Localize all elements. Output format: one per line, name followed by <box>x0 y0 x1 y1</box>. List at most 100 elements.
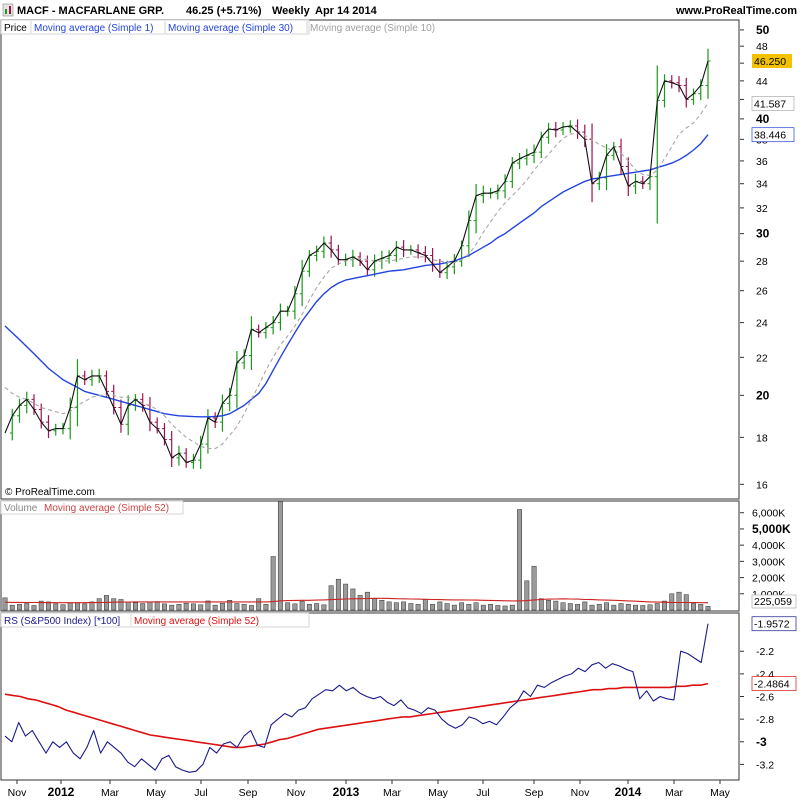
volume-bar <box>147 601 153 611</box>
volume-bar <box>408 603 414 611</box>
time-axis-label: Nov <box>571 787 590 799</box>
volume-bar <box>640 605 646 611</box>
volume-bar <box>263 604 269 611</box>
time-axis-label: Mar <box>383 787 402 799</box>
rs-ma-value-label: -2.4864 <box>754 679 790 691</box>
volume-bar <box>393 602 399 611</box>
volume-axis-label: 3,000K <box>752 556 785 568</box>
volume-bar <box>705 606 711 611</box>
price-axis-label: 28 <box>756 256 768 268</box>
rs-axis: -2.2-2.4-2.6-2.8-3-3.2-1.9572-2.4864 <box>740 616 797 771</box>
volume-bar <box>335 578 341 611</box>
volume-bar <box>691 603 696 611</box>
rs-value-label: -1.9572 <box>754 619 790 631</box>
volume-bar <box>285 602 291 611</box>
volume-bar <box>183 602 189 611</box>
price-axis-label: 40 <box>756 112 770 126</box>
time-axis-label: May <box>146 787 167 799</box>
price-axis: 16182022242628303234363840424446485046.2… <box>740 23 795 491</box>
volume-bar <box>75 602 80 611</box>
volume-bar <box>415 604 421 611</box>
rs-ma-value-badge <box>751 676 797 691</box>
volume-bar <box>256 598 262 611</box>
time-axis-label: Jul <box>194 787 207 799</box>
volume-bar <box>546 600 552 611</box>
volume-bar <box>509 604 515 611</box>
volume-bar <box>169 604 175 611</box>
volume-bars <box>2 501 711 611</box>
volume-legend: Volume Moving average (Simple 52) <box>0 500 184 515</box>
volume-bar <box>2 597 8 611</box>
volume-bar <box>60 604 66 611</box>
price-lines <box>4 60 709 464</box>
time-axis-label: May <box>710 787 731 799</box>
volume-panel-frame <box>0 500 740 612</box>
volume-bar <box>219 602 225 611</box>
volume-bar <box>430 604 436 611</box>
time-axis: Nov 2012 Mar May Jul Sep Nov 2013 Mar May Jul Sep No… <box>8 780 731 799</box>
volume-bar <box>227 600 233 611</box>
time-axis-label: Nov <box>8 787 27 799</box>
panel-frames <box>0 19 740 781</box>
volume-bar <box>524 580 530 611</box>
volume-bar <box>437 601 443 611</box>
rs-axis-label: -3 <box>756 735 767 749</box>
price-axis-label: 30 <box>756 227 770 241</box>
volume-bar <box>531 565 537 611</box>
ma1-line <box>4 60 709 464</box>
volume-bar <box>495 605 501 611</box>
volume-bar <box>67 602 73 611</box>
site-label[interactable]: www.ProRealTime.com <box>675 5 797 17</box>
volume-bar <box>306 604 312 611</box>
price-axis-label: 20 <box>756 388 770 402</box>
volume-value-badge <box>751 594 797 609</box>
rs-line <box>4 623 709 773</box>
time-axis-label: Nov <box>287 787 306 799</box>
volume-bar <box>24 603 30 611</box>
volume-bar <box>459 602 465 611</box>
volume-bar <box>698 604 704 611</box>
volume-bar <box>241 604 247 611</box>
instrument-icon-bar-up <box>5 9 7 14</box>
legend-ma30: Moving average (Simple 30) <box>168 23 293 34</box>
legend-ma10: Moving average (Simple 10) <box>310 23 435 34</box>
rs-value-badge <box>751 616 797 632</box>
volume-bar <box>611 604 617 611</box>
price-axis-label: 24 <box>756 318 768 330</box>
volume-bar <box>292 603 298 611</box>
volume-bar <box>133 602 138 611</box>
instrument-icon <box>2 3 14 17</box>
volume-bar <box>633 604 638 611</box>
volume-bar <box>444 603 450 611</box>
time-axis-label: 2014 <box>615 785 642 799</box>
volume-bar <box>190 603 196 611</box>
volume-bar <box>205 600 211 611</box>
time-axis-label: Sep <box>239 787 258 799</box>
volume-value-label: 225,059 <box>754 596 792 608</box>
volume-axis-label: 5,000K <box>752 522 791 536</box>
legend-ma1: Moving average (Simple 1) <box>34 23 154 34</box>
price-legend-box <box>0 19 310 35</box>
legend-volume: Volume <box>4 503 38 514</box>
price-axis-label: 32 <box>756 203 768 215</box>
volume-bar <box>321 604 327 611</box>
price-axis-label: 50 <box>756 23 770 37</box>
volume-bar <box>118 599 124 611</box>
price-legend: Price Moving average (Simple 1) Moving a… <box>0 19 435 35</box>
date-label: Apr 14 2014 <box>315 5 378 17</box>
volume-bar <box>234 603 240 611</box>
volume-bar <box>488 604 494 611</box>
volume-bar <box>589 604 595 611</box>
volume-bar <box>575 604 580 611</box>
header: MACF - MACFARLANE GRP. 46.25 (+5.71%) We… <box>2 3 797 17</box>
price-axis-label: 34 <box>756 179 768 191</box>
volume-bar <box>154 601 160 611</box>
price-axis-label: 26 <box>756 286 768 298</box>
volume-bar <box>176 604 182 611</box>
volume-bar <box>480 604 486 611</box>
price-axis-label: 22 <box>756 352 768 364</box>
volume-bar <box>140 603 146 611</box>
volume-bar <box>53 603 59 611</box>
time-axis-label: May <box>428 787 449 799</box>
rs-panel-frame <box>0 612 740 781</box>
